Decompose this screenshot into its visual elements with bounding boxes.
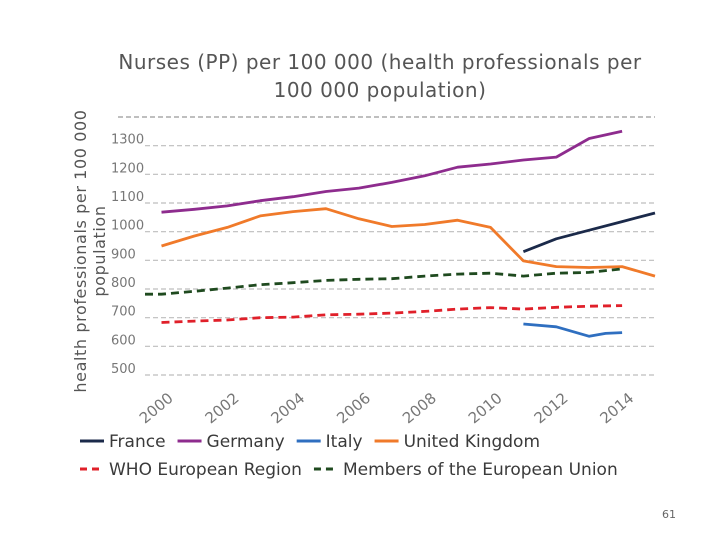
legend-label-germany: Germany: [207, 432, 285, 452]
x-tick-labels: 2000 2002 2004 2006 2008 2010 2012 2014: [136, 389, 637, 427]
legend-label-united-kingdom: United Kingdom: [404, 432, 540, 452]
series-line-germany: [161, 129, 623, 214]
legend-label-members-of-the-european-union: Members of the European Union: [343, 460, 618, 480]
x-tick-2014: 2014: [596, 389, 637, 427]
series-line-members-of-the-european-union: [145, 267, 623, 296]
y-tick-labels: 500 600 700 800 900 1000 1100 1200 1300: [111, 133, 144, 377]
series-line-united-kingdom: [161, 207, 656, 278]
x-tick-2004: 2004: [267, 389, 308, 427]
chart-title-line-1: Nurses (PP) per 100 000 (health professi…: [118, 50, 642, 74]
chart-title-line-2: 100 000 population): [273, 78, 487, 102]
x-tick-2012: 2012: [531, 389, 572, 427]
y-tick-1300: 1300: [111, 133, 144, 148]
page-number: 61: [662, 508, 676, 521]
series-line-who-european-region: [161, 304, 623, 324]
grid-lines: [145, 145, 655, 376]
y-tick-600: 600: [111, 333, 136, 348]
y-tick-1200: 1200: [111, 161, 144, 176]
y-tick-900: 900: [111, 247, 136, 262]
x-tick-2010: 2010: [465, 389, 506, 427]
series-line-italy: [523, 322, 623, 338]
y-axis-label: health professionals per 100 000 populat…: [71, 109, 109, 393]
series-lines: [145, 129, 656, 338]
y-tick-700: 700: [111, 305, 136, 320]
y-tick-1000: 1000: [111, 219, 144, 234]
series-line-france: [522, 211, 656, 254]
x-tick-2000: 2000: [136, 389, 177, 427]
legend: France Germany Italy United Kingdom WHO Euro…: [80, 432, 618, 480]
legend-label-italy: Italy: [326, 432, 363, 452]
legend-label-france: France: [109, 432, 166, 452]
y-tick-1100: 1100: [111, 190, 144, 205]
legend-label-who-european-region: WHO European Region: [109, 460, 302, 480]
x-tick-2002: 2002: [202, 389, 243, 427]
y-tick-500: 500: [111, 362, 136, 377]
x-tick-2006: 2006: [333, 389, 374, 427]
x-tick-2008: 2008: [399, 389, 440, 427]
y-tick-800: 800: [111, 276, 136, 291]
